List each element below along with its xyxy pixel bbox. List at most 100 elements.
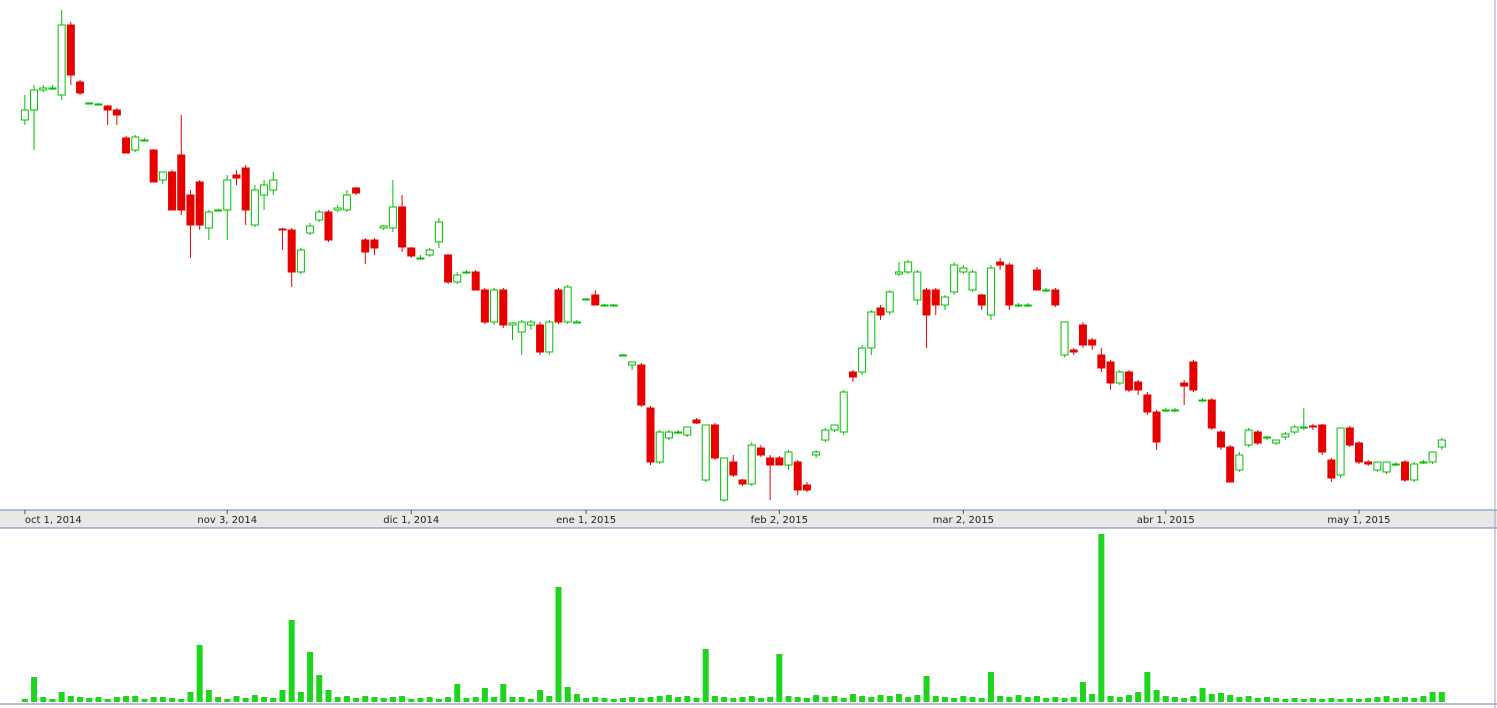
volume-bar: [1107, 696, 1114, 702]
volume-bar: [849, 694, 856, 702]
candle-body: [821, 429, 830, 441]
volume-bar: [923, 676, 930, 702]
volume-bar: [739, 697, 746, 702]
volume-bar: [647, 697, 654, 702]
candle-body: [490, 289, 499, 323]
candle-body: [1272, 439, 1281, 444]
volume-bar: [31, 677, 38, 702]
candle-body: [122, 137, 131, 154]
candle-body: [1069, 349, 1078, 353]
candle-body: [1014, 304, 1023, 307]
volume-bar: [932, 696, 939, 702]
candle-body: [766, 457, 775, 466]
volume-bar: [21, 699, 28, 702]
volume-bar: [77, 697, 84, 702]
candle-body: [407, 247, 416, 257]
volume-bar: [1015, 695, 1022, 702]
candle-body: [876, 307, 885, 316]
candle-body: [379, 225, 388, 229]
candle-body: [1198, 399, 1207, 402]
candle-body: [241, 167, 250, 211]
volume-bar: [969, 697, 976, 702]
candle-body: [1170, 409, 1179, 412]
candle-body: [628, 361, 637, 366]
candle-body: [618, 354, 627, 357]
volume-bar: [601, 698, 608, 702]
volume-bar: [803, 698, 810, 702]
candle-body: [250, 189, 259, 226]
volume-bar: [408, 699, 415, 702]
candle-body: [1032, 269, 1041, 291]
volume-bar: [1263, 697, 1270, 702]
candle-body: [361, 239, 370, 253]
volume-bar: [767, 697, 774, 702]
volume-bar: [1365, 698, 1372, 702]
volume-bar: [665, 695, 672, 702]
volume-bar: [417, 698, 424, 702]
volume-bar: [1245, 696, 1252, 702]
candle-body: [1308, 425, 1317, 428]
candle-body: [572, 321, 581, 324]
candle-body: [1143, 394, 1152, 413]
candle-body: [388, 206, 397, 229]
volume-bar: [169, 698, 176, 702]
candle-body: [600, 304, 609, 307]
volume-bar: [730, 698, 737, 702]
candle-body: [278, 228, 287, 231]
candle-body: [931, 289, 940, 306]
candle-body: [1253, 431, 1262, 444]
volume-bar: [1089, 694, 1096, 702]
volume-bar: [362, 696, 369, 702]
volume-bar: [371, 697, 378, 702]
volume-bar: [656, 696, 663, 702]
volume-bar: [859, 696, 866, 702]
volume-bar: [426, 697, 433, 702]
candle-body: [830, 424, 839, 431]
candle-body: [1207, 399, 1216, 429]
candle-body: [812, 451, 821, 456]
volume-bar: [785, 696, 792, 702]
candle-body: [471, 271, 480, 291]
candle-body: [1152, 411, 1161, 443]
candle-body: [434, 221, 443, 243]
candle-body: [867, 311, 876, 349]
volume-bar: [1282, 699, 1289, 702]
candle-body: [39, 87, 48, 91]
candle-body: [131, 136, 140, 151]
candle-body: [1189, 361, 1198, 391]
volume-bar: [675, 697, 682, 702]
candle-body: [260, 184, 269, 196]
volume-bar: [1153, 690, 1160, 702]
volume-bar: [1125, 695, 1132, 702]
candle-body: [76, 81, 85, 94]
candle-body: [112, 109, 121, 116]
volume-bar: [1144, 672, 1151, 702]
volume-bar: [1401, 697, 1408, 702]
volume-bar: [325, 690, 332, 702]
volume-bar: [951, 698, 958, 702]
candle-body: [1373, 461, 1382, 471]
volume-bar: [1052, 697, 1059, 702]
candle-body: [1078, 324, 1087, 346]
candle-body: [94, 103, 103, 106]
volume-bar: [1181, 698, 1188, 702]
candle-body: [1042, 289, 1051, 292]
candle-body: [48, 87, 57, 90]
candle-body: [1097, 354, 1106, 369]
volume-bar: [638, 698, 645, 702]
candle-body: [793, 461, 802, 491]
volume-bar: [776, 654, 783, 702]
volume-bar: [527, 699, 534, 702]
volume-bar: [1070, 697, 1077, 702]
volume-bar: [619, 698, 626, 702]
volume-bar: [353, 698, 360, 702]
candle-body: [1023, 304, 1032, 307]
volume-bar: [592, 697, 599, 702]
volume-bar: [1135, 692, 1142, 702]
volume-bar: [997, 696, 1004, 702]
volume-bar: [794, 697, 801, 702]
candle-body: [977, 294, 986, 306]
candle-body: [195, 181, 204, 226]
candle-body: [370, 239, 379, 249]
